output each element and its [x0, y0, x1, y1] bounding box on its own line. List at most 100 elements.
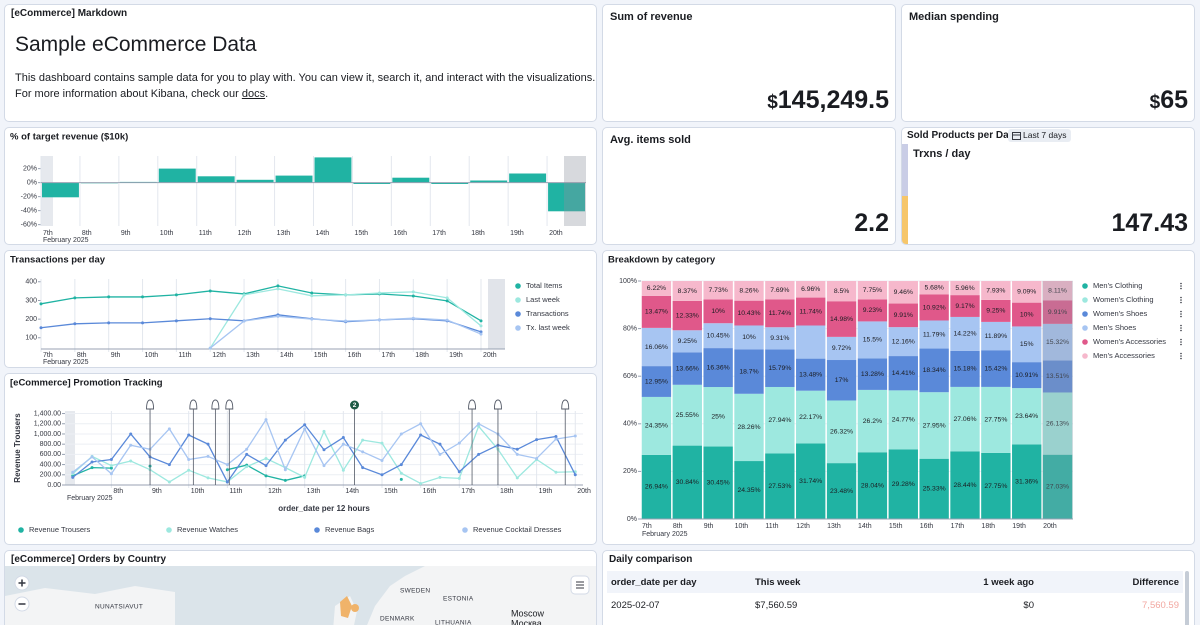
x-sublabel: February 2025: [43, 237, 89, 244]
bar-segment: [703, 299, 733, 324]
column-header[interactable]: Difference: [1132, 577, 1179, 588]
point: [129, 443, 133, 447]
bar-segment: [703, 348, 733, 388]
data-label: 11.89%: [985, 333, 1008, 340]
legend-label: Revenue Bags: [325, 525, 374, 534]
data-label: 10%: [742, 334, 756, 341]
data-label: 7.75%: [863, 287, 882, 294]
bar-segment: [981, 386, 1011, 453]
point: [90, 466, 94, 470]
data-label: 5.96%: [955, 285, 974, 292]
data-label: 7.93%: [986, 287, 1005, 294]
bar-segment: [703, 323, 733, 349]
legend-toggle[interactable]: [570, 575, 590, 595]
point: [445, 318, 449, 322]
menu-dot: [1180, 343, 1182, 346]
point: [419, 422, 423, 426]
annotation-icon: [494, 399, 502, 410]
heading: Sample eCommerce Data: [15, 33, 257, 56]
data-label: 13.66%: [676, 365, 699, 372]
map: NUNATSIAVUT SWEDEN ESTONIA DENMARK LITHUANIA…: [5, 566, 596, 625]
bar: [314, 157, 352, 183]
bar: [431, 182, 469, 184]
point: [264, 418, 268, 422]
column-header[interactable]: order_date per day: [611, 577, 697, 588]
cell: $0: [1023, 600, 1034, 611]
point: [141, 321, 145, 325]
cell: 7,560.59: [1142, 600, 1179, 611]
chart-panel: [eCommerce] Promotion Tracking 0.00 200.00…: [4, 373, 597, 545]
bar-segment: [765, 281, 795, 300]
bar-segment: [888, 303, 918, 328]
x-tick-label: 9th: [121, 230, 131, 237]
x-tick-label: 7th: [43, 230, 53, 237]
point: [206, 442, 210, 446]
value: 145,249.5: [777, 86, 889, 114]
scrollbar[interactable]: [1185, 571, 1189, 625]
data-label: 28.04%: [861, 482, 884, 489]
data-label: 17%: [835, 377, 849, 384]
metric-value: 147.43: [1111, 209, 1188, 237]
partial-bucket: [488, 279, 505, 349]
data-label: 27.95%: [923, 422, 946, 429]
zoom-in[interactable]: [14, 575, 30, 591]
bar-segment: [734, 349, 764, 394]
metric-panel: Sum of revenue $145,249.5: [602, 4, 896, 122]
data-label: 10.91%: [1015, 372, 1038, 379]
zoom-out[interactable]: [14, 596, 30, 612]
annotation-badge: [350, 400, 360, 410]
y-tick-label: 60%: [623, 373, 637, 380]
data-label: 24.35%: [737, 487, 760, 494]
x-tick-label: 19th: [1012, 523, 1026, 530]
bar-segment: [641, 295, 672, 328]
map-panel: [eCommerce] Orders by Country NUNATSIAVU…: [4, 550, 597, 625]
bar-segment: [981, 299, 1011, 322]
bar-segment: [641, 366, 672, 397]
data-label: 18.34%: [923, 367, 946, 374]
point: [283, 478, 287, 482]
bar-segment: [826, 301, 857, 337]
point: [344, 319, 348, 323]
data-label: 30.84%: [676, 479, 699, 486]
metric-label: Trxns / day: [913, 148, 971, 160]
point: [39, 302, 43, 306]
docs-link[interactable]: docs: [241, 88, 266, 100]
chart-title: % of target revenue ($10k): [10, 132, 128, 143]
x-tick-label: 10th: [191, 488, 205, 495]
bar-segment: [672, 300, 702, 331]
bar-segment: [641, 281, 672, 296]
x-tick-label: 12th: [796, 523, 810, 530]
point: [174, 293, 178, 297]
annotation-icon: [468, 399, 477, 410]
column-header[interactable]: This week: [755, 577, 801, 588]
chart-panel: Breakdown by category 0% 20% 40% 60% 80% 100% 7…: [602, 250, 1195, 545]
x-tick-label: 14th: [280, 352, 294, 359]
x-tick-label: 10th: [145, 352, 159, 359]
time-badge[interactable]: Last 7 days: [1008, 129, 1072, 142]
x-tick-label: 16th: [920, 523, 934, 530]
x-tick-label: 19th: [539, 488, 553, 495]
point: [361, 438, 365, 442]
data-label: 15.79%: [768, 365, 791, 372]
point: [573, 473, 577, 477]
point: [535, 438, 539, 442]
data-label: 16.36%: [707, 364, 730, 371]
chart-title: Breakdown by category: [608, 255, 716, 266]
menu-dot: [1180, 287, 1182, 290]
legend-swatch: [18, 527, 24, 533]
data-label: 26.32%: [830, 429, 853, 436]
point: [479, 324, 483, 328]
chart: % of target revenue ($10k) 20% 0% -20% -40% -…: [10, 132, 586, 244]
bar-segment: [1042, 360, 1073, 393]
column-header[interactable]: 1 week ago: [983, 577, 1034, 588]
metric-panel: Avg. items sold 2.2: [602, 127, 896, 245]
series-line: [40, 314, 482, 333]
x-tick-label: 11th: [765, 523, 778, 530]
map-label: SWEDEN: [400, 588, 430, 595]
point: [303, 475, 307, 479]
paragraph: This dashboard contains sample data for …: [15, 70, 595, 102]
bar-segment: [1012, 362, 1042, 389]
data-label: 31.36%: [1015, 478, 1038, 485]
data-label: 9.09%: [1017, 289, 1036, 296]
point: [411, 290, 415, 294]
